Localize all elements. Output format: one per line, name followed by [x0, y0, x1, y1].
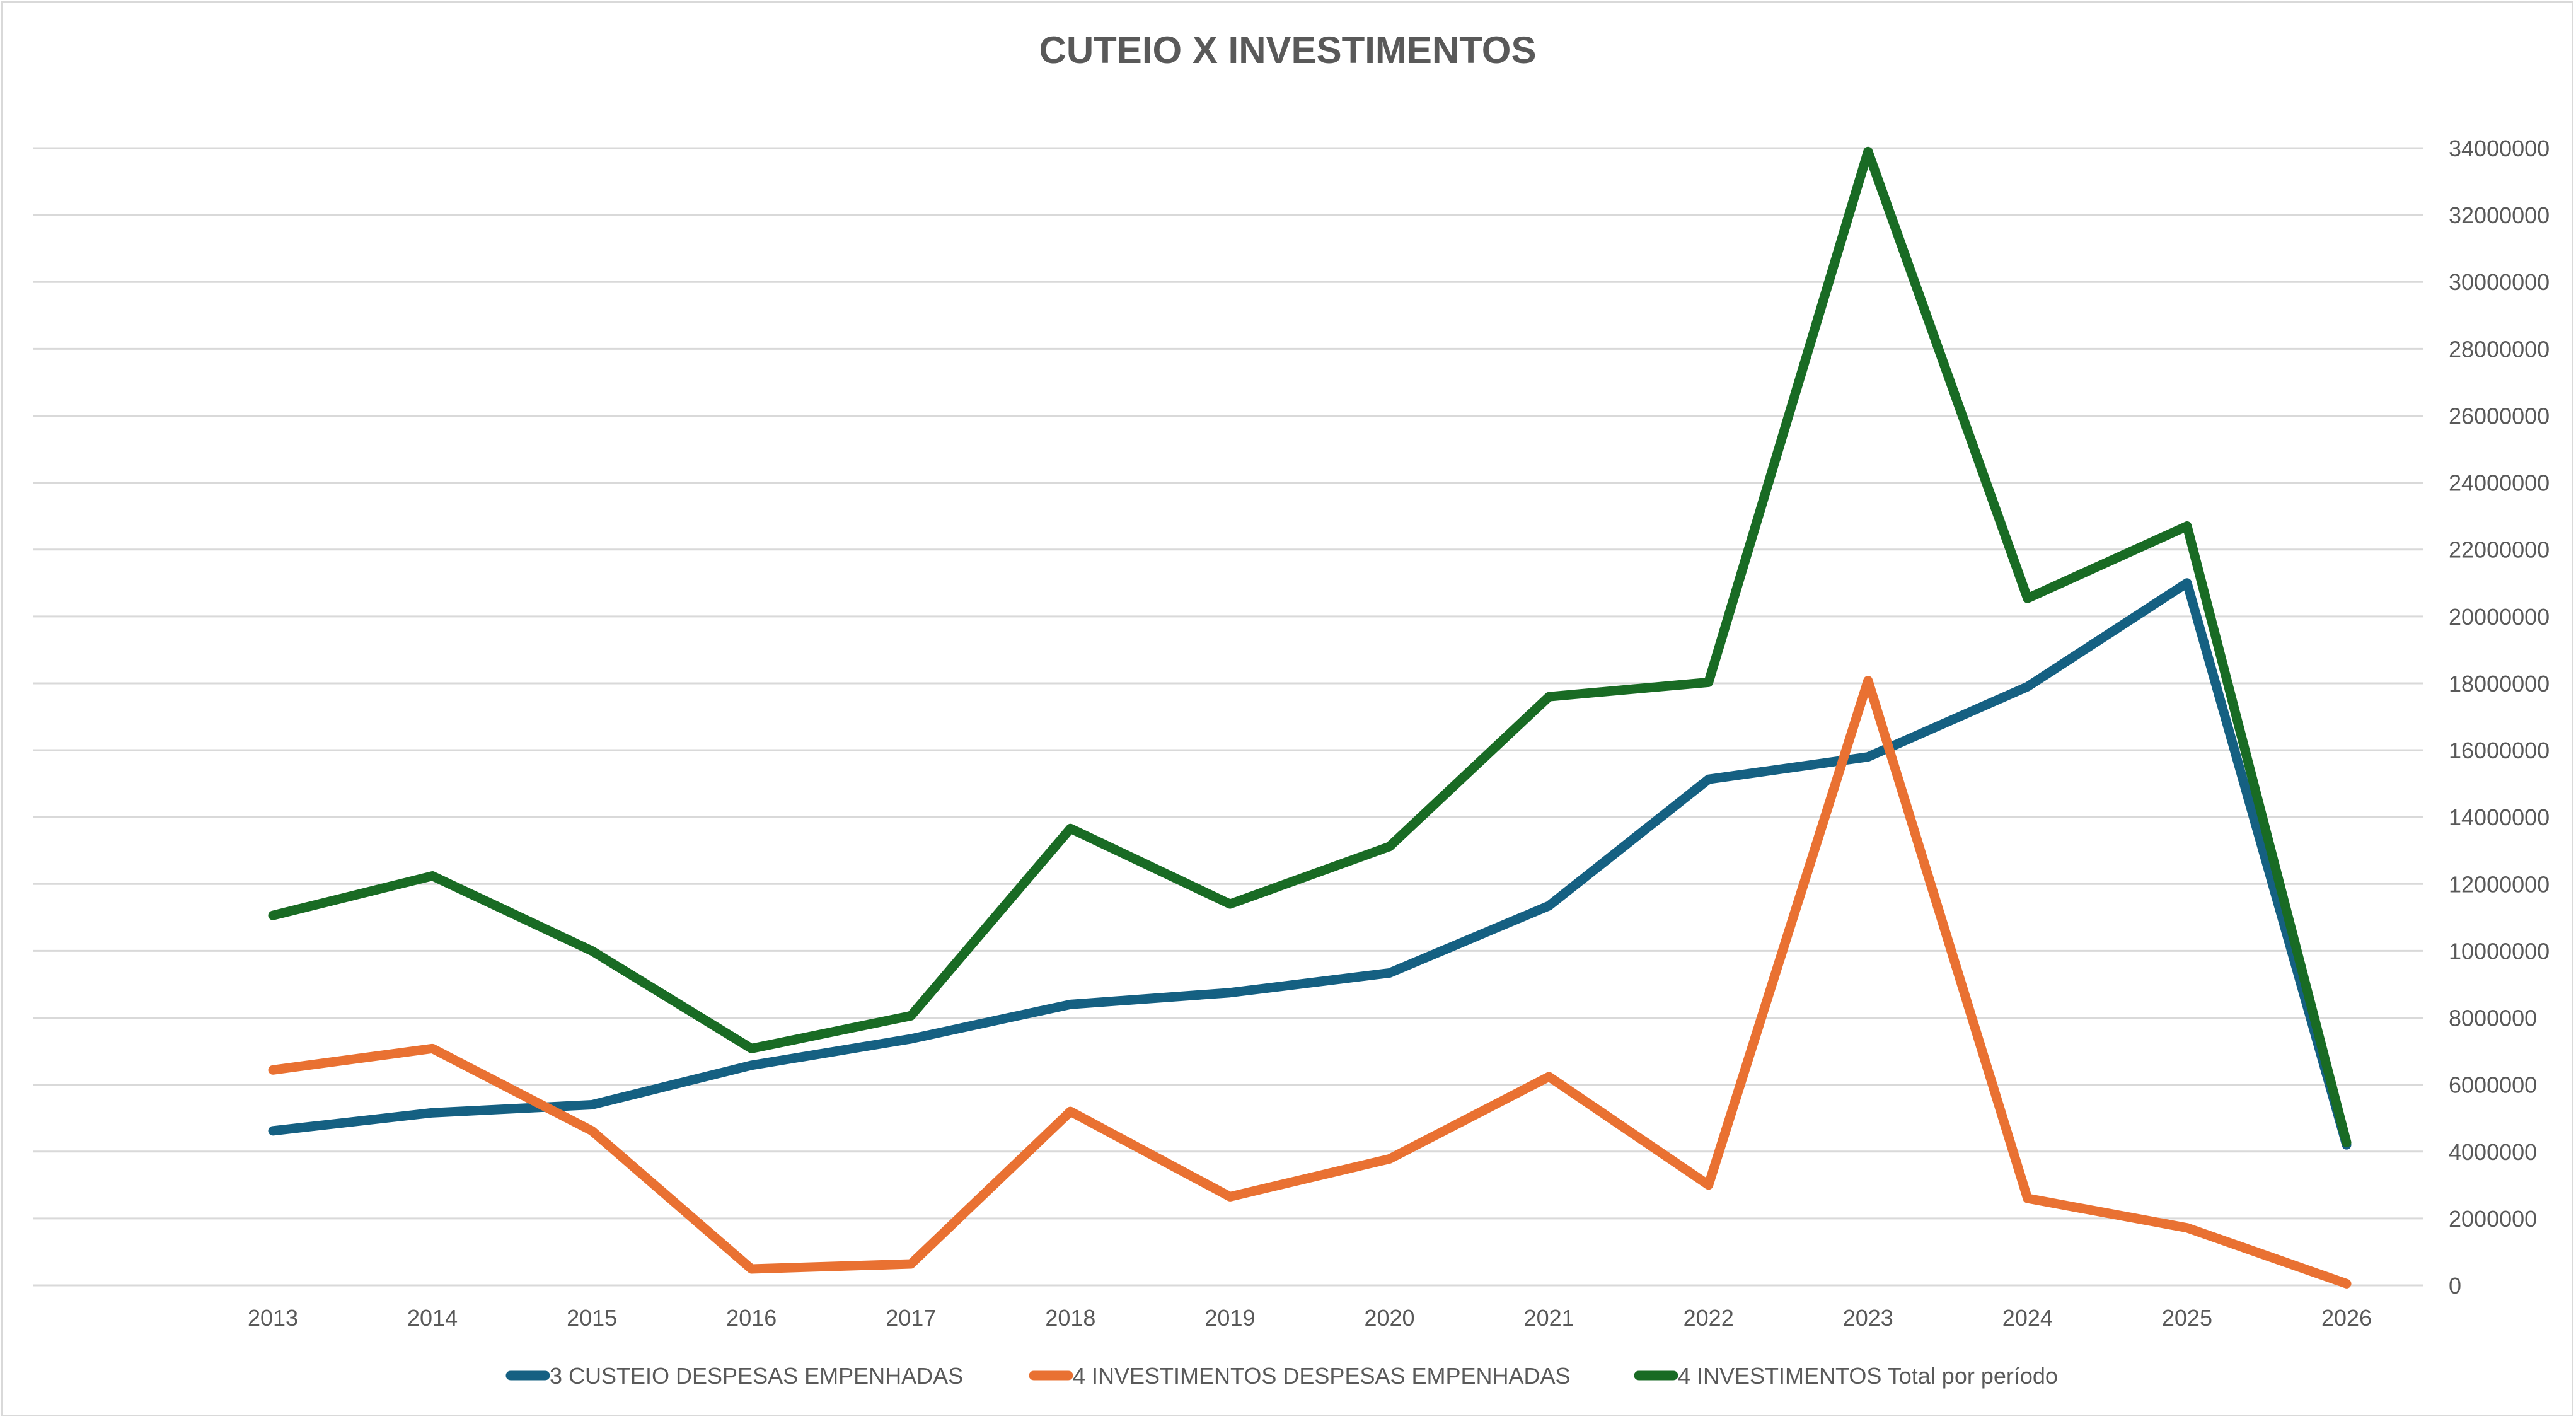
y-tick-label: 12000000 [2449, 871, 2550, 897]
x-tick-label: 2015 [567, 1305, 617, 1331]
y-tick-label: 34000000 [2449, 136, 2550, 161]
data-point [1707, 681, 1709, 683]
x-tick-label: 2021 [1524, 1305, 1574, 1331]
data-point [1867, 151, 1869, 153]
data-point [1707, 1184, 1709, 1186]
x-tick-label: 2020 [1364, 1305, 1414, 1331]
data-point [1867, 680, 1869, 681]
x-tick-label: 2026 [2321, 1305, 2372, 1331]
data-point [1389, 845, 1390, 847]
data-point [910, 1263, 912, 1265]
data-point [910, 1038, 912, 1040]
data-point [2186, 582, 2188, 584]
data-point [432, 1112, 434, 1114]
data-point [432, 875, 434, 877]
x-tick-label: 2014 [407, 1305, 458, 1331]
data-point [2346, 1283, 2347, 1285]
series-line-1 [268, 676, 2352, 1289]
y-tick-label: 32000000 [2449, 202, 2550, 228]
data-point [2186, 525, 2188, 527]
data-point [751, 1268, 753, 1270]
x-tick-label: 2016 [726, 1305, 777, 1331]
data-point [2026, 598, 2028, 599]
x-tick-label: 2024 [2002, 1305, 2053, 1331]
data-point [1867, 756, 1869, 758]
y-tick-label: 24000000 [2449, 470, 2550, 496]
y-tick-label: 8000000 [2449, 1005, 2537, 1031]
legend-label: 3 CUSTEIO DESPESAS EMPENHADAS [550, 1363, 963, 1389]
data-point [751, 1064, 753, 1066]
data-point [1389, 972, 1390, 974]
data-point [1070, 1004, 1071, 1005]
y-tick-label: 4000000 [2449, 1139, 2537, 1165]
data-point [432, 1048, 434, 1050]
y-tick-label: 28000000 [2449, 336, 2550, 362]
data-point [591, 950, 593, 952]
data-point [1070, 828, 1071, 830]
data-point [1548, 696, 1550, 698]
data-point [2346, 1142, 2347, 1144]
y-tick-label: 20000000 [2449, 604, 2550, 630]
data-point [2026, 1198, 2028, 1200]
chart-title: CUTEIO X INVESTIMENTOS [1039, 29, 1537, 71]
y-tick-label: 30000000 [2449, 269, 2550, 295]
series-line-2 [268, 146, 2352, 1147]
data-point [2026, 686, 2028, 688]
y-tick-label: 14000000 [2449, 804, 2550, 830]
data-point [591, 1130, 593, 1132]
x-tick-label: 2013 [248, 1305, 298, 1331]
data-point [272, 915, 274, 917]
data-point [1389, 1158, 1390, 1160]
x-tick-label: 2017 [886, 1305, 936, 1331]
data-point [1548, 1075, 1550, 1077]
y-tick-label: 10000000 [2449, 938, 2550, 964]
x-tick-label: 2023 [1843, 1305, 1893, 1331]
data-point [1707, 779, 1709, 780]
y-tick-label: 2000000 [2449, 1206, 2537, 1232]
legend-label: 4 INVESTIMENTOS Total por período [1678, 1363, 2058, 1389]
data-point [1548, 905, 1550, 906]
y-tick-label: 18000000 [2449, 671, 2550, 697]
data-point [1229, 903, 1231, 905]
y-tick-label: 26000000 [2449, 403, 2550, 429]
data-point [272, 1130, 274, 1132]
data-point [272, 1069, 274, 1071]
legend-label: 4 INVESTIMENTOS DESPESAS EMPENHADAS [1073, 1363, 1571, 1389]
data-point [1229, 1196, 1231, 1198]
x-tick-label: 2022 [1684, 1305, 1734, 1331]
data-point [910, 1015, 912, 1017]
series-line-0 [268, 578, 2352, 1150]
data-point [591, 1104, 593, 1106]
y-tick-label: 22000000 [2449, 537, 2550, 563]
x-tick-label: 2025 [2162, 1305, 2212, 1331]
data-point [751, 1048, 753, 1050]
data-point [2186, 1227, 2188, 1229]
x-tick-label: 2019 [1204, 1305, 1255, 1331]
x-tick-label: 2018 [1045, 1305, 1095, 1331]
data-point [1070, 1111, 1071, 1113]
y-tick-label: 6000000 [2449, 1072, 2537, 1098]
data-point [1229, 992, 1231, 993]
y-tick-label: 16000000 [2449, 738, 2550, 763]
y-tick-label: 0 [2449, 1273, 2461, 1299]
